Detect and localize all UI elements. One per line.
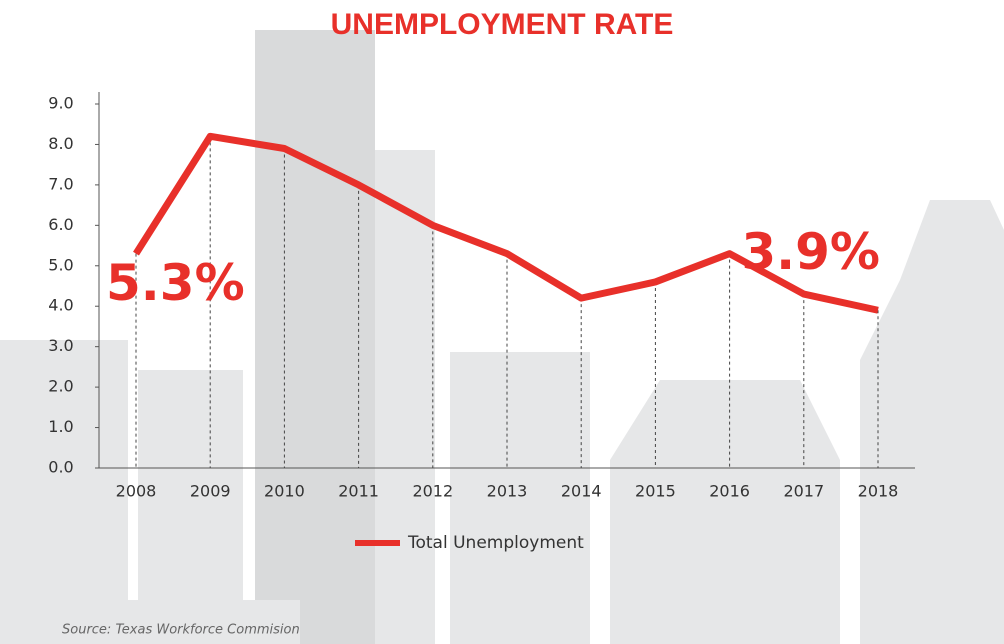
value-label: 3.9%	[741, 223, 880, 281]
y-tick-label: 7.0	[48, 174, 73, 193]
y-tick-label: 4.0	[48, 296, 73, 315]
x-tick-label: 2009	[190, 482, 231, 501]
y-tick-label: 0.0	[48, 458, 73, 477]
source-note: Source: Texas Workforce Commision	[62, 623, 300, 638]
y-tick-label: 9.0	[48, 94, 73, 113]
x-tick-label: 2011	[338, 482, 379, 501]
x-tick-label: 2013	[487, 482, 528, 501]
y-tick-label: 2.0	[48, 377, 73, 396]
y-tick-label: 5.0	[48, 255, 73, 274]
x-tick-label: 2015	[635, 482, 676, 501]
background-skyline	[0, 30, 1004, 644]
x-tick-label: 2008	[116, 482, 157, 501]
value-label: 5.3%	[106, 254, 245, 312]
y-tick-label: 3.0	[48, 336, 73, 355]
x-tick-label: 2014	[561, 482, 602, 501]
series-line	[133, 132, 879, 314]
legend-label: Total Unemployment	[407, 533, 584, 553]
x-tick-label: 2012	[412, 482, 453, 501]
y-tick-label: 8.0	[48, 134, 73, 153]
chart-title: UNEMPLOYMENT RATE	[331, 8, 674, 41]
x-tick-label: 2010	[264, 482, 305, 501]
y-tick-label: 1.0	[48, 417, 73, 436]
x-tick-label: 2018	[858, 482, 899, 501]
x-tick-label: 2016	[709, 482, 750, 501]
y-tick-label: 6.0	[48, 215, 73, 234]
x-tick-label: 2017	[783, 482, 824, 501]
